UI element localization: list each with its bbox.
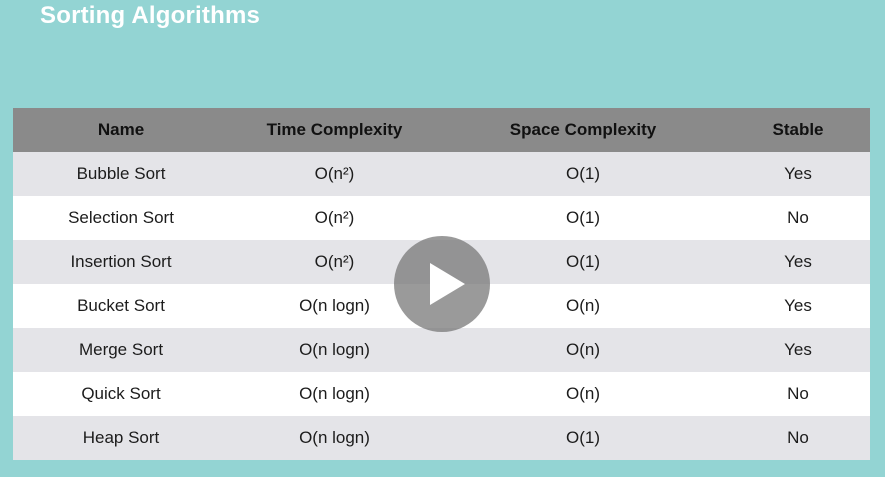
header-space-complexity: Space Complexity (440, 108, 726, 152)
cell-name: Selection Sort (13, 196, 229, 240)
table-row: Bubble Sort O(n²) O(1) Yes (13, 152, 870, 196)
cell-name: Bubble Sort (13, 152, 229, 196)
cell-stable: No (726, 372, 870, 416)
cell-time: O(n logn) (229, 416, 440, 460)
cell-name: Heap Sort (13, 416, 229, 460)
table-header-row: Name Time Complexity Space Complexity St… (13, 108, 870, 152)
cell-name: Bucket Sort (13, 284, 229, 328)
header-stable: Stable (726, 108, 870, 152)
cell-name: Merge Sort (13, 328, 229, 372)
header-name: Name (13, 108, 229, 152)
cell-name: Quick Sort (13, 372, 229, 416)
play-button[interactable] (394, 236, 490, 332)
cell-time: O(n logn) (229, 372, 440, 416)
table-row: Quick Sort O(n logn) O(n) No (13, 372, 870, 416)
play-icon (430, 263, 465, 305)
cell-stable: Yes (726, 240, 870, 284)
table-row: Selection Sort O(n²) O(1) No (13, 196, 870, 240)
cell-time: O(n²) (229, 152, 440, 196)
table-row: Heap Sort O(n logn) O(1) No (13, 416, 870, 460)
cell-stable: Yes (726, 328, 870, 372)
header-time-complexity: Time Complexity (229, 108, 440, 152)
table-row: Merge Sort O(n logn) O(n) Yes (13, 328, 870, 372)
cell-stable: Yes (726, 152, 870, 196)
cell-stable: Yes (726, 284, 870, 328)
cell-space: O(1) (440, 196, 726, 240)
cell-stable: No (726, 196, 870, 240)
cell-space: O(n) (440, 372, 726, 416)
cell-space: O(1) (440, 416, 726, 460)
cell-stable: No (726, 416, 870, 460)
cell-time: O(n²) (229, 196, 440, 240)
slide-title: Sorting Algorithms (40, 2, 261, 29)
cell-name: Insertion Sort (13, 240, 229, 284)
cell-space: O(n) (440, 328, 726, 372)
cell-space: O(1) (440, 152, 726, 196)
sorting-table: Name Time Complexity Space Complexity St… (13, 108, 870, 460)
cell-time: O(n logn) (229, 328, 440, 372)
